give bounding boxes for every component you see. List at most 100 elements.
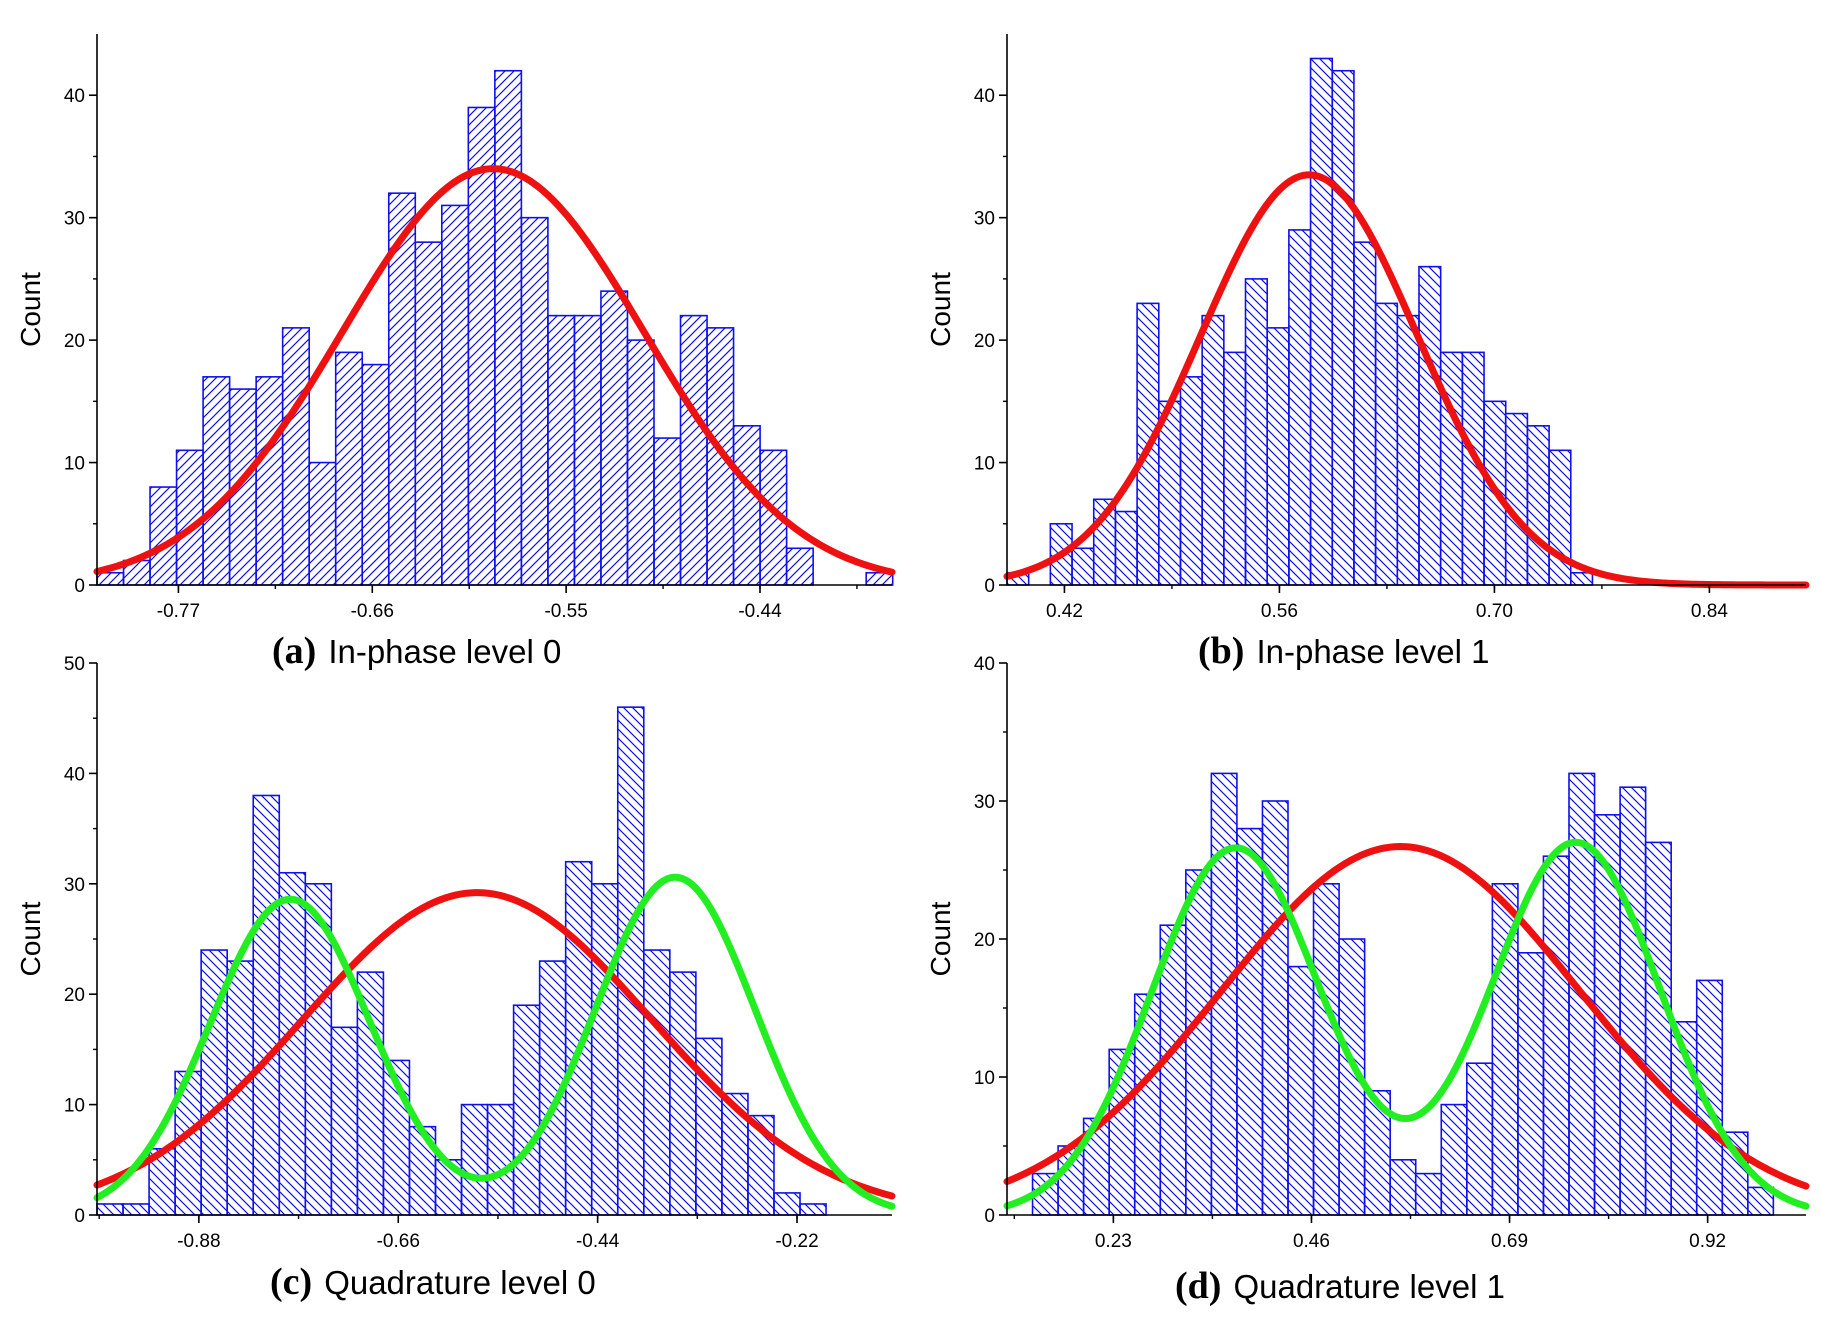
- bar-d-20: [1517, 951, 1545, 1216]
- y-tick-label-c-1: 10: [64, 1096, 85, 1117]
- panel-letter-a: (a): [272, 630, 317, 672]
- bar-a-8: [308, 461, 337, 586]
- bar-d-12: [1312, 883, 1340, 1216]
- bar-b-3: [1071, 547, 1095, 586]
- chart-panel-d: 0 10 20 30 40 0.23 0.46 0.69 0.92 Count: [910, 654, 1821, 1320]
- bar-a-4: [202, 376, 231, 586]
- panel-letter-d: (d): [1175, 1265, 1222, 1307]
- bar-a-9: [334, 351, 364, 586]
- fit-curve-c-0: [93, 889, 896, 1200]
- bar-a-7: [281, 327, 310, 586]
- bar-d-17: [1440, 1103, 1468, 1216]
- bar-d-9: [1236, 827, 1264, 1216]
- fit-curve-d-1: [1003, 838, 1810, 1210]
- bar-c-6: [252, 794, 281, 1216]
- x-tick-label-b-2: 0.70: [1476, 601, 1513, 622]
- bar-c-27: [799, 1203, 827, 1216]
- bar-c-9: [330, 1026, 359, 1216]
- caption-title-c: Quadrature level 0: [324, 1264, 596, 1301]
- y-tick-label-b-1: 10: [974, 454, 995, 475]
- y-tick-label-c-5: 50: [64, 654, 85, 675]
- bar-a-15: [494, 69, 523, 586]
- histogram-d: 0 10 20 30 40 0.23 0.46 0.69 0.92 Count: [925, 654, 1810, 1252]
- bar-b-15: [1331, 69, 1355, 586]
- bar-a-18: [573, 314, 602, 586]
- bar-c-14: [460, 1103, 489, 1216]
- bar-b-25: [1548, 449, 1572, 586]
- bar-d-10: [1261, 800, 1289, 1216]
- bar-b-18: [1396, 314, 1420, 586]
- bar-b-8: [1179, 376, 1203, 586]
- bar-a-26: [785, 547, 814, 586]
- y-tick-label-c-4: 40: [64, 764, 85, 785]
- y-tick-label-a-4: 40: [64, 86, 85, 107]
- bar-a-20: [626, 339, 655, 586]
- bar-a-14: [467, 106, 496, 586]
- chart-panel-c: 0 10 20 30 40 50 -0.88 -0.66 -0.44 -0.22 Count: [0, 654, 910, 1320]
- bar-b-5: [1114, 510, 1138, 586]
- bar-b-24: [1526, 425, 1550, 586]
- y-axis-title-c: Count: [15, 901, 46, 976]
- bar-b-23: [1504, 412, 1529, 586]
- bar-c-0: [96, 1203, 124, 1216]
- x-tick-label-c-1: -0.66: [377, 1231, 420, 1252]
- bar-c-20: [616, 706, 645, 1216]
- caption-d: (d) Quadrature level 1: [1175, 1264, 1505, 1308]
- bar-b-7: [1157, 400, 1182, 586]
- chart-panel-b: 0 10 20 30 40 0.42 0.56 0.70 0.84 Count: [910, 0, 1821, 660]
- fit-curve-b-0: [1003, 171, 1810, 589]
- x-tick-label-a-0: -0.77: [157, 601, 200, 622]
- bar-a-21: [653, 437, 682, 586]
- bar-d-19: [1491, 883, 1519, 1216]
- bar-c-1: [122, 1203, 150, 1216]
- caption-c: (c) Quadrature level 0: [270, 1260, 596, 1304]
- y-tick-label-b-2: 20: [974, 331, 995, 352]
- histogram-a: 0 10 20 30 40 -0.77 -0.66 -0.55 -0.44 Count: [15, 34, 896, 622]
- bar-a-23: [706, 327, 735, 586]
- x-tick-label-d-1: 0.46: [1293, 1231, 1330, 1252]
- x-tick-label-d-3: 0.92: [1689, 1231, 1726, 1252]
- x-tick-label-b-3: 0.84: [1691, 601, 1728, 622]
- x-tick-label-d-0: 0.23: [1095, 1231, 1132, 1252]
- y-tick-label-a-1: 10: [64, 454, 85, 475]
- y-tick-label-c-3: 30: [64, 875, 85, 896]
- y-tick-label-c-0: 0: [74, 1206, 85, 1227]
- bar-b-19: [1418, 265, 1442, 586]
- bar-c-16: [512, 1004, 541, 1216]
- y-axis-title-d: Count: [925, 901, 956, 976]
- y-tick-label-a-0: 0: [74, 576, 85, 597]
- x-tick-label-c-2: -0.44: [576, 1231, 620, 1252]
- bar-a-12: [414, 241, 443, 586]
- histogram-b: 0 10 20 30 40 0.42 0.56 0.70 0.84 Count: [925, 34, 1810, 622]
- bars-a: [96, 69, 894, 586]
- y-tick-label-b-0: 0: [984, 576, 995, 597]
- bars-b: [1006, 57, 1594, 586]
- bar-d-25: [1644, 841, 1672, 1216]
- bar-b-14: [1309, 57, 1334, 586]
- bar-d-24: [1619, 786, 1647, 1216]
- bar-b-12: [1266, 327, 1290, 586]
- bar-b-9: [1201, 314, 1225, 586]
- bars-d: [1031, 772, 1775, 1216]
- bar-d-11: [1287, 965, 1315, 1216]
- x-tick-label-b-0: 0.42: [1046, 601, 1083, 622]
- bar-a-16: [520, 216, 549, 586]
- bar-a-13: [441, 204, 470, 586]
- bar-b-13: [1288, 229, 1312, 586]
- panel-letter-c: (c): [270, 1261, 313, 1303]
- x-tick-label-c-0: -0.88: [177, 1231, 220, 1252]
- bar-b-26: [1569, 571, 1594, 586]
- bar-b-11: [1244, 278, 1269, 586]
- x-tick-label-c-3: -0.22: [775, 1231, 818, 1252]
- x-tick-label-b-1: 0.56: [1261, 601, 1298, 622]
- bars-c: [96, 706, 827, 1216]
- caption-title-b: In-phase level 1: [1256, 633, 1490, 670]
- bar-a-3: [175, 449, 204, 586]
- bar-d-15: [1389, 1158, 1417, 1216]
- bar-a-6: [255, 376, 284, 586]
- y-tick-label-d-4: 40: [974, 654, 995, 675]
- fit-curve-c-1: [93, 873, 896, 1210]
- caption-b: (b) In-phase level 1: [1198, 629, 1489, 673]
- bar-a-0: [96, 571, 125, 586]
- fit-curve-d-0: [1003, 843, 1810, 1190]
